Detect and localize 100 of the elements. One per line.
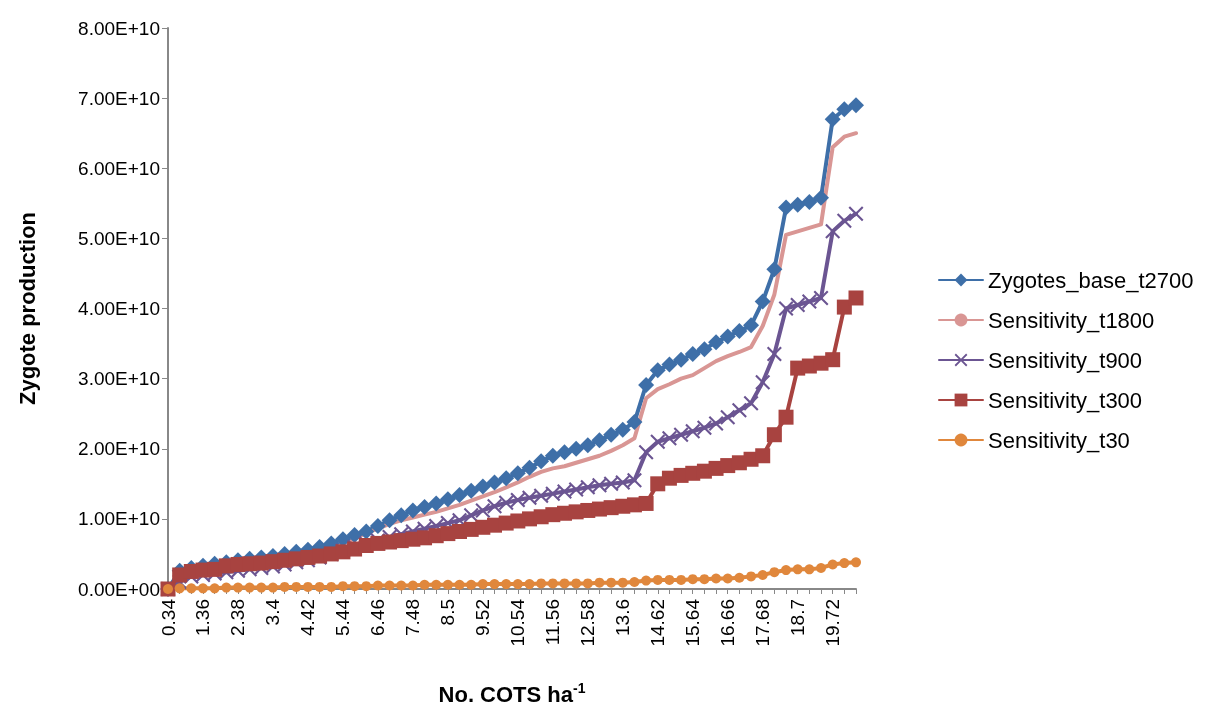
point	[606, 577, 617, 588]
y-tick-label: 8.00E+10	[78, 17, 160, 39]
point	[839, 558, 850, 569]
point	[419, 579, 430, 590]
point	[781, 565, 792, 576]
point	[404, 502, 421, 519]
point	[720, 409, 736, 425]
point	[848, 206, 864, 222]
x-tick-label: 2.38	[227, 599, 249, 636]
point	[256, 582, 267, 593]
y-axis-title: Zygote production	[14, 211, 40, 406]
point	[641, 575, 652, 586]
point	[568, 481, 584, 497]
point	[442, 579, 453, 590]
x-tick-label: 17.68	[752, 599, 774, 647]
point	[454, 579, 465, 590]
point	[851, 557, 861, 568]
point	[302, 581, 313, 592]
point	[766, 427, 782, 443]
point	[591, 477, 607, 493]
point	[652, 574, 663, 585]
point	[755, 374, 771, 390]
point	[475, 502, 491, 518]
point	[501, 579, 512, 590]
point	[396, 580, 407, 591]
point	[778, 409, 794, 425]
y-tick-label: 3.00E+10	[78, 368, 160, 390]
point	[743, 317, 760, 334]
point	[827, 559, 838, 570]
point	[743, 395, 759, 411]
point	[232, 582, 243, 593]
point	[244, 582, 255, 593]
y-tick-label: 0.00E+00	[78, 578, 160, 600]
point	[790, 297, 806, 313]
x-tick-label: 7.48	[402, 599, 424, 636]
point	[509, 465, 526, 482]
point	[547, 578, 558, 589]
point	[431, 579, 442, 590]
y-tick-label: 1.00E+10	[78, 508, 160, 530]
point	[626, 472, 642, 488]
point	[407, 580, 418, 591]
y-tick-label: 7.00E+10	[78, 87, 160, 109]
point	[734, 572, 745, 583]
x-tick-label: 4.42	[297, 599, 319, 636]
point	[696, 341, 713, 358]
point	[416, 498, 433, 515]
point	[778, 199, 795, 216]
legend-label: Sensitivity_t30	[988, 427, 1130, 453]
point	[719, 328, 736, 345]
point	[757, 569, 768, 580]
x-tick-label: 5.44	[332, 598, 354, 636]
point	[766, 261, 783, 278]
point	[474, 478, 491, 495]
point	[801, 293, 817, 309]
point	[314, 581, 325, 592]
point	[769, 567, 780, 578]
point	[556, 484, 572, 500]
point	[816, 562, 827, 573]
point	[792, 564, 803, 575]
point	[673, 351, 690, 368]
point	[439, 491, 456, 508]
point	[615, 474, 631, 490]
point	[384, 580, 395, 591]
x-tick-label: 16.66	[717, 599, 739, 647]
point	[731, 402, 747, 418]
point	[722, 573, 733, 584]
point	[568, 440, 585, 457]
point	[571, 578, 582, 589]
point	[731, 322, 748, 339]
point	[186, 583, 197, 594]
x-tick-label: 15.64	[682, 598, 704, 647]
x-tick-label: 13.6	[612, 599, 634, 636]
point	[291, 581, 302, 592]
point	[638, 495, 654, 511]
x-tick-label: 12.58	[577, 599, 599, 647]
point	[486, 474, 503, 491]
point	[629, 576, 640, 587]
point	[463, 482, 480, 499]
point	[221, 582, 232, 593]
point	[279, 581, 290, 592]
point	[661, 430, 677, 446]
x-tick-label: 14.62	[647, 599, 669, 647]
point	[673, 427, 689, 443]
point	[824, 111, 841, 128]
point	[498, 495, 514, 511]
legend-label: Sensitivity_t1800	[988, 307, 1155, 333]
point	[848, 290, 864, 306]
point	[603, 426, 620, 443]
point	[848, 97, 864, 114]
point	[661, 356, 678, 373]
point	[533, 453, 550, 470]
point	[346, 527, 363, 543]
point	[512, 579, 523, 590]
point	[521, 490, 537, 506]
point	[582, 578, 593, 589]
x-tick-label: 3.4	[262, 598, 284, 626]
point	[536, 578, 547, 589]
point	[801, 193, 818, 210]
point	[556, 444, 573, 461]
point	[676, 574, 687, 585]
